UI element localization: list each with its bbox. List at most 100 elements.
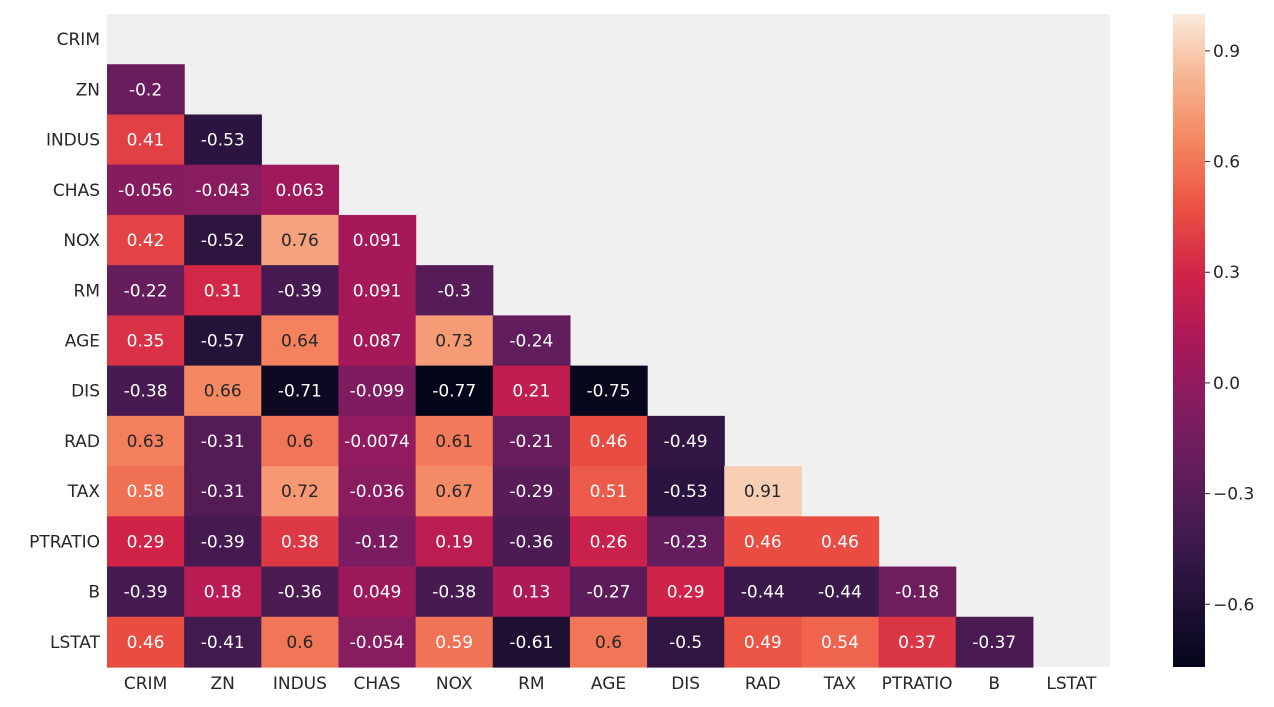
- cell-value-label: 0.18: [204, 583, 242, 603]
- heatmap-cell: [107, 365, 185, 417]
- row-label: NOX: [63, 231, 100, 251]
- cell-value-label: 0.29: [667, 583, 705, 603]
- heatmap-cell: [338, 365, 417, 417]
- cell-value-label: 0.35: [127, 332, 165, 352]
- cell-value-label: -0.5: [669, 633, 702, 653]
- cell-value-label: 0.26: [590, 532, 628, 552]
- heatmap-cell: [647, 616, 725, 668]
- heatmap-cell: [338, 566, 417, 618]
- column-label: INDUS: [273, 674, 327, 694]
- cell-value-label: -0.36: [278, 583, 322, 603]
- heatmap-cell: [184, 114, 262, 166]
- heatmap-cell: [107, 64, 185, 116]
- cell-value-label: -0.2: [129, 80, 162, 100]
- heatmap-cell: [569, 415, 648, 467]
- row-label: RM: [74, 281, 100, 301]
- column-label: B: [988, 674, 1000, 694]
- cell-value-label: 0.51: [590, 482, 628, 502]
- cell-value-label: 0.049: [353, 583, 402, 603]
- cell-value-label: -0.52: [201, 231, 245, 251]
- heatmap-cell: [724, 466, 802, 517]
- column-label: CRIM: [124, 674, 167, 694]
- cell-value-label: 0.38: [281, 532, 319, 552]
- cell-value-label: 0.6: [286, 432, 313, 452]
- row-label: RAD: [64, 432, 100, 452]
- cell-value-label: -0.39: [124, 583, 168, 603]
- heatmap-cell: [492, 365, 571, 417]
- cell-value-label: 0.46: [821, 532, 859, 552]
- colorbar: [1173, 14, 1205, 667]
- heatmap-cell: [801, 566, 880, 618]
- row-label: LSTAT: [50, 633, 101, 653]
- cell-value-label: 0.091: [353, 281, 402, 301]
- heatmap-cell: [415, 516, 494, 568]
- cell-value-label: -0.31: [201, 482, 245, 502]
- cell-value-label: 0.21: [512, 382, 550, 402]
- heatmap-cell: [647, 466, 725, 517]
- heatmap-cell: [338, 265, 417, 316]
- cell-value-label: 0.46: [127, 633, 165, 653]
- heatmap-cell: [184, 415, 262, 467]
- heatmap-cell: [107, 164, 185, 216]
- column-label: DIS: [671, 674, 700, 694]
- heatmap-cell: [261, 315, 340, 367]
- row-label: ZN: [76, 80, 100, 100]
- heatmap-cell: [107, 415, 185, 467]
- cell-value-label: -0.49: [664, 432, 708, 452]
- cell-value-label: -0.44: [818, 583, 862, 603]
- heatmap-cell: [492, 616, 571, 668]
- cell-value-label: 0.59: [435, 633, 473, 653]
- cell-value-label: -0.27: [587, 583, 631, 603]
- heatmap-cell: [878, 566, 957, 618]
- cell-value-label: -0.036: [350, 482, 405, 502]
- heatmap-cell: [184, 516, 262, 568]
- heatmap-cell: [107, 616, 185, 668]
- heatmap-cell: [415, 616, 494, 668]
- heatmap-cell: [338, 466, 417, 517]
- heatmap-cell: [724, 566, 802, 618]
- heatmap-cell: [107, 214, 185, 266]
- cell-value-label: -0.41: [201, 633, 245, 653]
- row-label: B: [88, 583, 100, 603]
- colorbar-tick-label: −0.6: [1213, 595, 1254, 615]
- heatmap-cell: [955, 616, 1034, 668]
- cell-value-label: -0.61: [509, 633, 553, 653]
- column-label: ZN: [211, 674, 235, 694]
- heatmap-cell: [415, 415, 494, 467]
- cell-value-label: 0.6: [595, 633, 622, 653]
- heatmap-cell: [569, 466, 648, 517]
- heatmap-cell: [415, 566, 494, 618]
- heatmap-cell: [261, 466, 340, 517]
- column-label: RM: [518, 674, 544, 694]
- colorbar-tick-label: 0.9: [1213, 42, 1240, 62]
- cell-value-label: 0.66: [204, 382, 242, 402]
- cell-value-label: 0.29: [127, 532, 165, 552]
- cell-value-label: -0.36: [509, 532, 553, 552]
- cell-value-label: 0.64: [281, 332, 319, 352]
- column-label: CHAS: [353, 674, 400, 694]
- heatmap-cell: [184, 265, 262, 316]
- heatmap-cell: [107, 466, 185, 517]
- cell-value-label: 0.063: [276, 181, 325, 201]
- cell-value-label: -0.3: [438, 281, 471, 301]
- cell-value-label: 0.41: [127, 131, 165, 151]
- heatmap-cell: [647, 566, 725, 618]
- heatmap-cell: [801, 516, 880, 568]
- colorbar-tick-label: 0.6: [1213, 153, 1240, 173]
- heatmap-cell: [184, 214, 262, 266]
- cell-value-label: -0.054: [350, 633, 405, 653]
- heatmap-cell: [569, 516, 648, 568]
- cell-value-label: 0.46: [590, 432, 628, 452]
- cell-value-label: 0.54: [821, 633, 859, 653]
- row-label: TAX: [67, 482, 101, 502]
- cell-value-label: 0.13: [512, 583, 550, 603]
- cell-value-label: -0.77: [432, 382, 476, 402]
- heatmap-cell: [261, 164, 340, 216]
- heatmap-cell: [492, 466, 571, 517]
- column-label: PTRATIO: [882, 674, 953, 694]
- colorbar-tick-label: 0.0: [1213, 374, 1240, 394]
- heatmap-cell: [724, 616, 802, 668]
- heatmap-cell: [184, 616, 262, 668]
- cell-value-label: 0.72: [281, 482, 319, 502]
- heatmap-cell: [415, 315, 494, 367]
